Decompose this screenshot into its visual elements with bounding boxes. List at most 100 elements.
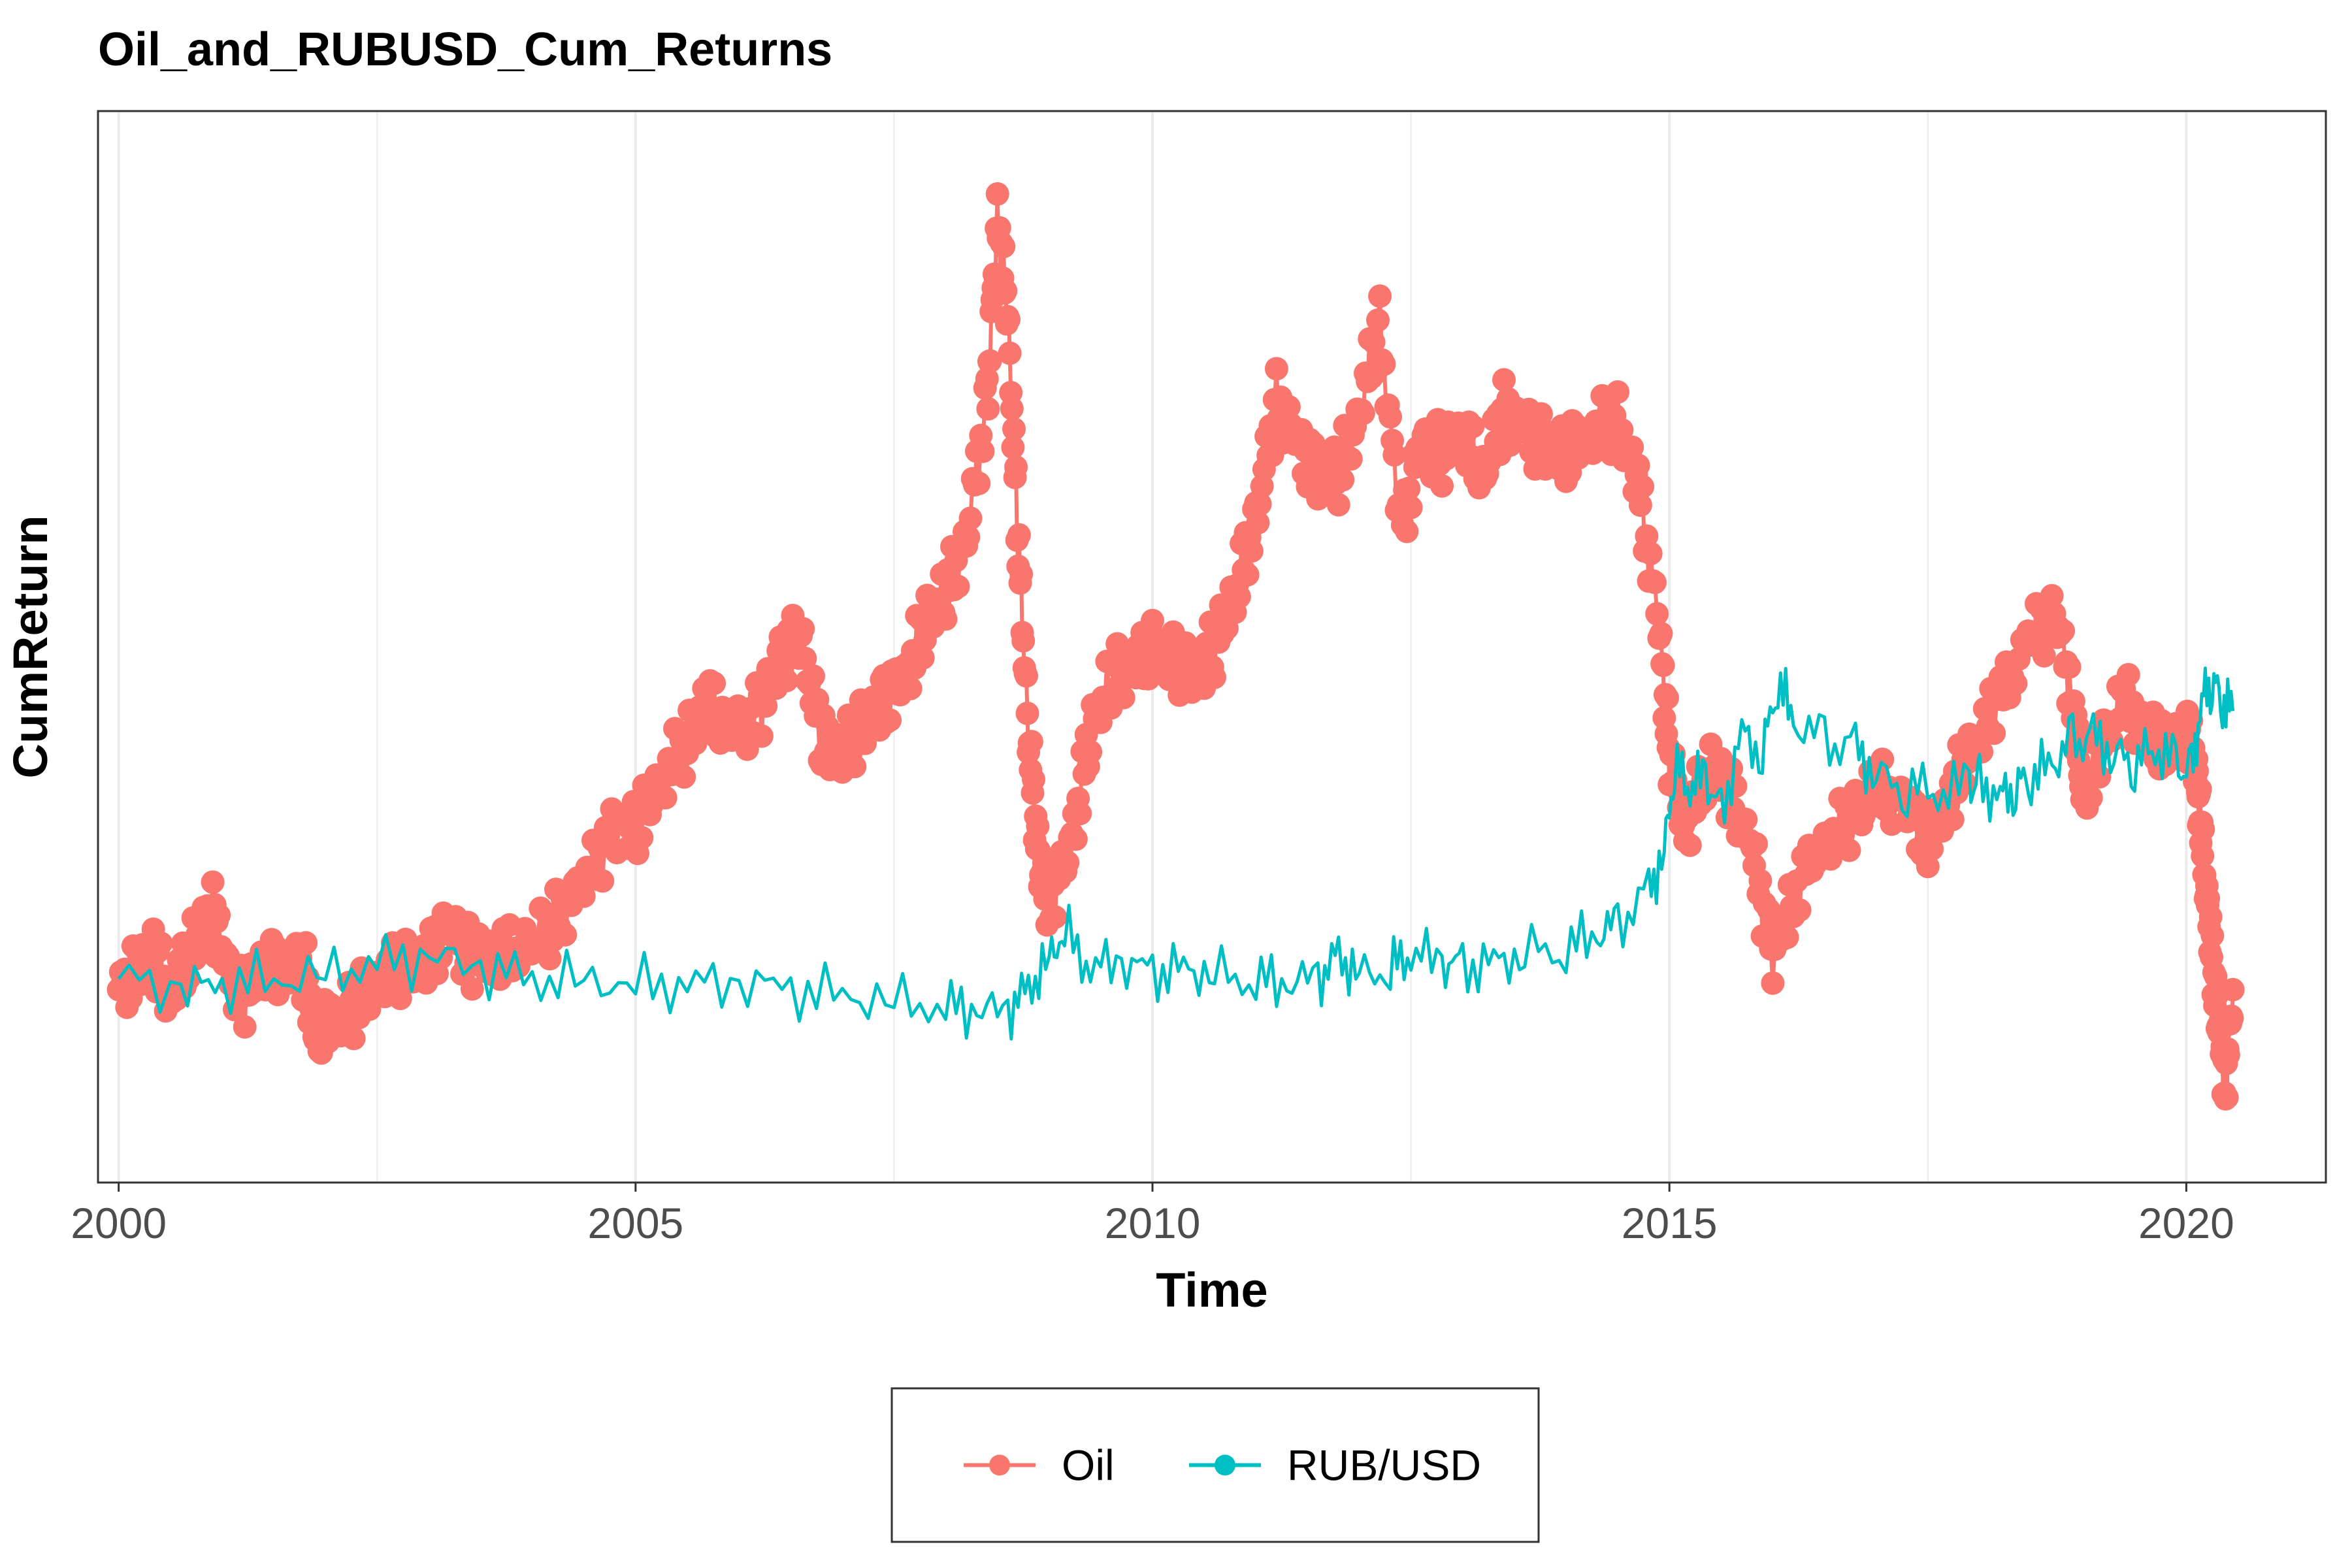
data-point [672, 765, 696, 789]
data-point [1277, 395, 1301, 419]
series-line [117, 666, 2235, 1041]
data-point [1940, 808, 1965, 832]
data-point [2032, 644, 2056, 668]
data-point [754, 694, 778, 718]
legend-label: RUB/USD [1287, 1441, 1481, 1490]
data-point [1000, 397, 1024, 421]
data-point [1649, 621, 1673, 645]
data-point [934, 607, 958, 631]
data-point [2221, 977, 2245, 1002]
data-point [2204, 964, 2228, 988]
data-point [2197, 887, 2221, 911]
data-point [1007, 523, 1031, 547]
y-axis-title: CumReturn [3, 515, 57, 779]
data-point [878, 708, 902, 732]
data-point [149, 931, 173, 955]
data-point [1203, 665, 1226, 689]
data-point [956, 525, 981, 549]
data-point [1631, 474, 1655, 498]
data-point [1141, 608, 1164, 632]
data-point [1395, 519, 1419, 544]
data-point [994, 279, 1018, 303]
data-point [388, 987, 412, 1011]
data-point [2116, 662, 2140, 687]
data-point [967, 471, 991, 495]
legend-key-dot [989, 1454, 1010, 1476]
data-point [1331, 468, 1355, 492]
data-point [1430, 474, 1454, 498]
data-point [1492, 368, 1516, 392]
data-point [572, 884, 596, 908]
data-point [2198, 905, 2223, 929]
data-point [976, 397, 1000, 421]
data-point [1002, 417, 1026, 441]
series-rub-usd [117, 666, 2235, 1041]
data-point [1656, 686, 1679, 710]
data-point [2216, 1043, 2240, 1067]
data-point [1720, 757, 1744, 781]
data-point [992, 235, 1016, 259]
data-point [1628, 493, 1652, 517]
data-point [1382, 443, 1407, 467]
data-point [1626, 453, 1650, 478]
data-point [1351, 401, 1375, 425]
data-point [2200, 924, 2225, 948]
data-point [1068, 802, 1092, 826]
data-point [802, 664, 825, 688]
legend-item: Oil [964, 1441, 1115, 1490]
x-axis-title: Time [1156, 1263, 1267, 1317]
data-point [1227, 585, 1251, 609]
data-point [1529, 402, 1553, 426]
data-point [1639, 542, 1663, 566]
data-point [985, 182, 1009, 206]
data-point [1643, 570, 1667, 595]
legend: Oil RUB/USD [890, 1387, 1540, 1543]
data-point [2040, 583, 2064, 608]
data-point [1788, 898, 1812, 922]
data-point [1606, 380, 1630, 404]
data-point [1248, 492, 1272, 516]
data-point [1368, 284, 1392, 308]
data-point [1734, 808, 1758, 832]
data-point [1761, 971, 1785, 995]
data-point [1399, 495, 1423, 519]
legend-item: RUB/USD [1189, 1441, 1481, 1490]
data-point [201, 870, 225, 894]
data-point [978, 349, 1002, 373]
x-tick-label: 2020 [2138, 1199, 2234, 1247]
data-point [793, 646, 817, 670]
data-point [1326, 493, 1350, 517]
data-point [1916, 855, 1940, 879]
data-point [1246, 511, 1270, 535]
x-tick-label: 2000 [71, 1199, 167, 1247]
data-point [843, 755, 867, 779]
data-point [1235, 563, 1260, 587]
data-point [2004, 672, 2028, 696]
data-point [1678, 833, 1702, 857]
data-point [791, 617, 815, 641]
data-point [591, 869, 615, 893]
x-tick-label: 2015 [1622, 1199, 1718, 1247]
data-point [971, 439, 995, 463]
x-axis-ticks: 2000 2005 2010 2015 2020 [71, 1183, 2234, 1247]
data-point [2087, 765, 2112, 789]
data-point [1970, 740, 1994, 764]
data-point [2188, 777, 2212, 801]
data-point [997, 308, 1021, 332]
data-point [1362, 330, 1386, 354]
data-point [207, 903, 231, 927]
plot-border [97, 110, 2327, 1184]
data-point [2079, 786, 2103, 809]
data-point [898, 676, 923, 700]
grid [117, 111, 2188, 1183]
chart-title: Oil_and_RUBUSD_Cum_Returns [98, 24, 832, 76]
data-point [975, 367, 999, 391]
data-point [1620, 435, 1644, 459]
data-point [630, 826, 654, 850]
data-point [1837, 838, 1861, 862]
data-point [653, 786, 678, 809]
data-point [1461, 414, 1485, 438]
data-point [1079, 740, 1103, 764]
data-point [1022, 768, 1045, 791]
